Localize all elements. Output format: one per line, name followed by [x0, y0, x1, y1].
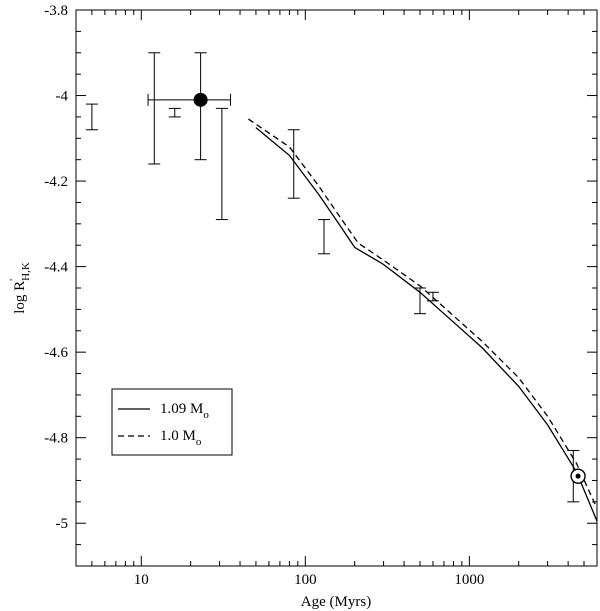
- tick-labels: 10 100 1000 -3.8 -4 -4.2 -4.4 -4.6 -4.8 -5: [44, 3, 484, 588]
- point-layer: [147, 92, 586, 484]
- legend-box: [111, 388, 233, 456]
- series-layer: [248, 118, 597, 522]
- legend-label-1: 1.09 Mo: [160, 401, 209, 421]
- series-line-1: [255, 127, 597, 522]
- y-tick-label: -5: [56, 516, 69, 532]
- legend-label-1-text: 1.09 M: [160, 401, 203, 417]
- y-tick-label: -4.8: [44, 431, 68, 447]
- error-bar: [148, 52, 161, 165]
- error-bar: [318, 219, 331, 255]
- error-bar: [413, 287, 426, 315]
- x-tick-label: 100: [294, 572, 317, 588]
- series-line-2: [248, 118, 597, 509]
- legend-label-2-text: 1.0 M: [160, 428, 196, 444]
- y-tick-label: -4.6: [44, 345, 68, 361]
- legend-label-2: 1.0 Mo: [160, 428, 202, 448]
- legend-label-1-sub: o: [203, 409, 209, 421]
- errorbar-layer: [85, 52, 580, 503]
- y-axis-label-prime: ': [8, 279, 20, 281]
- y-axis-label: log R'H,K: [8, 262, 32, 314]
- y-tick-label: -3.8: [44, 3, 68, 19]
- error-bar: [85, 103, 98, 131]
- legend: 1.09 Mo 1.0 Mo: [111, 388, 233, 456]
- y-tick-label: -4: [56, 89, 69, 105]
- x-axis-label: Age (Myrs): [301, 594, 371, 610]
- axis-ticks: [75, 9, 598, 567]
- y-axis-label-base: log R: [12, 281, 28, 314]
- y-tick-label: -4.4: [44, 260, 68, 276]
- y-axis-label-sub: H,K: [20, 262, 32, 281]
- filled-point: [193, 92, 208, 107]
- sun-symbol-dot: [575, 473, 581, 479]
- error-bar: [287, 129, 300, 199]
- legend-label-2-sub: o: [196, 436, 202, 448]
- y-tick-label: -4.2: [44, 174, 68, 190]
- x-tick-label: 1000: [454, 572, 484, 588]
- error-bar: [215, 107, 228, 221]
- error-bar: [168, 107, 181, 118]
- x-tick-label: 10: [134, 572, 149, 588]
- error-bar: [426, 291, 439, 302]
